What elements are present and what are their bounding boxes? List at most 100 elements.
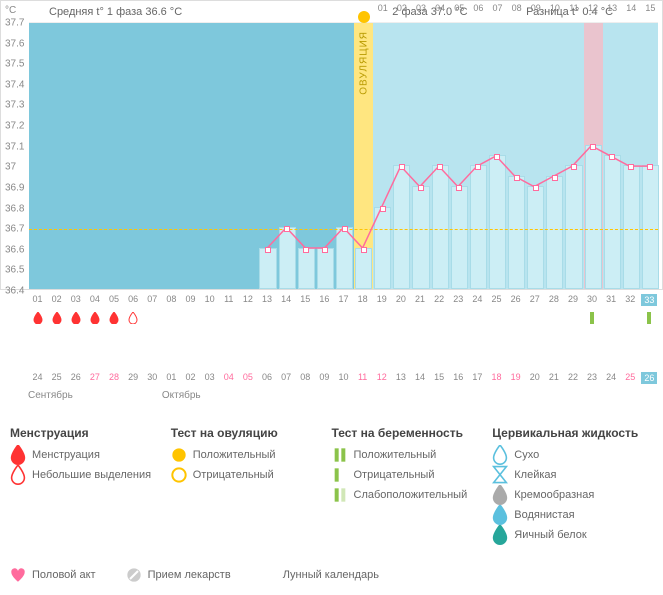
phase2-day-num: 09 [531,3,541,13]
cycle-day[interactable]: 05 [109,294,119,304]
calendar-day[interactable]: 26 [71,372,81,382]
calendar-day[interactable]: 03 [205,372,215,382]
cycle-day[interactable]: 25 [491,294,501,304]
cycle-day[interactable]: 13 [262,294,272,304]
calendar-day[interactable]: 22 [568,372,578,382]
phase2-day-num: 13 [607,3,617,13]
cycle-day[interactable]: 14 [281,294,291,304]
cycle-day[interactable]: 03 [71,294,81,304]
calendar-day[interactable]: 12 [377,372,387,382]
cycle-day[interactable]: 16 [319,294,329,304]
legend-label: Менструация [32,449,100,461]
calendar-day[interactable]: 29 [128,372,138,382]
cycle-day[interactable]: 27 [530,294,540,304]
cycle-day[interactable]: 02 [52,294,62,304]
temp-point[interactable] [475,164,481,170]
cycle-day[interactable]: 29 [568,294,578,304]
temp-point[interactable] [284,226,290,232]
cycle-day[interactable]: 30 [587,294,597,304]
calendar-day[interactable]: 07 [281,372,291,382]
bars-green-1-icon [332,468,348,482]
calendar-day[interactable]: 15 [434,372,444,382]
cycle-day[interactable]: 18 [358,294,368,304]
cycle-day[interactable]: 20 [396,294,406,304]
calendar-day[interactable]: 20 [530,372,540,382]
cycle-day[interactable]: 01 [33,294,43,304]
cycle-day[interactable]: 19 [377,294,387,304]
cycle-day[interactable]: 28 [549,294,559,304]
cycle-day[interactable]: 06 [128,294,138,304]
temp-point[interactable] [303,247,309,253]
calendar-day[interactable]: 09 [319,372,329,382]
temp-point[interactable] [322,247,328,253]
cycle-day[interactable]: 26 [511,294,521,304]
cycle-day[interactable]: 21 [415,294,425,304]
temp-point[interactable] [380,206,386,212]
calendar-day[interactable]: 21 [549,372,559,382]
cycle-day[interactable]: 10 [205,294,215,304]
cycle-day[interactable]: 17 [338,294,348,304]
calendar-day[interactable]: 28 [109,372,119,382]
footer-legend: Половой актПрием лекарствЛунный календар… [10,568,653,582]
drop-blue-outline-icon [492,448,508,462]
cycle-day[interactable]: 24 [472,294,482,304]
chart-header: Средняя t° 1 фаза 36.6 °C 2 фаза 37.0 °C… [29,1,658,23]
calendar-day[interactable]: 11 [358,372,367,382]
cycle-day[interactable]: 12 [243,294,253,304]
calendar-day[interactable]: 05 [243,372,253,382]
calendar-day[interactable]: 10 [338,372,348,382]
temp-point[interactable] [590,144,596,150]
temp-point[interactable] [456,185,462,191]
calendar-day[interactable]: 01 [166,372,176,382]
cycle-day[interactable]: 15 [300,294,310,304]
calendar-day[interactable]: 26 [641,372,657,384]
cycle-day[interactable]: 32 [625,294,635,304]
temp-point[interactable] [494,154,500,160]
cycle-day[interactable]: 08 [166,294,176,304]
temp-point[interactable] [647,164,653,170]
calendar-day[interactable]: 02 [186,372,196,382]
cycle-day[interactable]: 33 [641,294,657,306]
temp-point[interactable] [418,185,424,191]
calendar-day[interactable]: 25 [52,372,62,382]
temp-point[interactable] [437,164,443,170]
calendar-day[interactable]: 24 [606,372,616,382]
calendar-day[interactable]: 24 [33,372,43,382]
temp-point[interactable] [552,175,558,181]
calendar-day[interactable]: 06 [262,372,272,382]
temp-point[interactable] [533,185,539,191]
temp-point[interactable] [265,247,271,253]
green-marker-icon [647,312,651,324]
cycle-day[interactable]: 09 [186,294,196,304]
calendar-day[interactable]: 13 [396,372,406,382]
temp-point[interactable] [628,164,634,170]
y-tick: 37.6 [5,38,24,49]
calendar-day[interactable]: 16 [453,372,463,382]
calendar-day[interactable]: 08 [300,372,310,382]
calendar-day[interactable]: 19 [511,372,521,382]
temp-point[interactable] [514,175,520,181]
cycle-day[interactable]: 11 [224,294,233,304]
legend: МенструацияМенструацияНебольшие выделени… [10,426,653,548]
calendar-day[interactable]: 23 [587,372,597,382]
drop-red-icon [10,448,26,462]
calendar-day[interactable]: 27 [90,372,100,382]
y-tick: 37.3 [5,100,24,111]
calendar-day[interactable]: 18 [491,372,501,382]
calendar-day[interactable]: 17 [472,372,482,382]
temp-point[interactable] [361,247,367,253]
temp-point[interactable] [609,154,615,160]
cycle-day[interactable]: 22 [434,294,444,304]
legend-ovulation-test: Тест на овуляциюПоложительныйОтрицательн… [171,426,332,548]
cycle-day[interactable]: 07 [147,294,157,304]
calendar-day[interactable]: 30 [147,372,157,382]
calendar-day[interactable]: 25 [625,372,635,382]
cycle-day[interactable]: 23 [453,294,463,304]
temp-point[interactable] [571,164,577,170]
temp-point[interactable] [399,164,405,170]
temp-point[interactable] [342,226,348,232]
calendar-day[interactable]: 14 [415,372,425,382]
calendar-day[interactable]: 04 [224,372,234,382]
cycle-day[interactable]: 31 [606,294,616,304]
cycle-day[interactable]: 04 [90,294,100,304]
